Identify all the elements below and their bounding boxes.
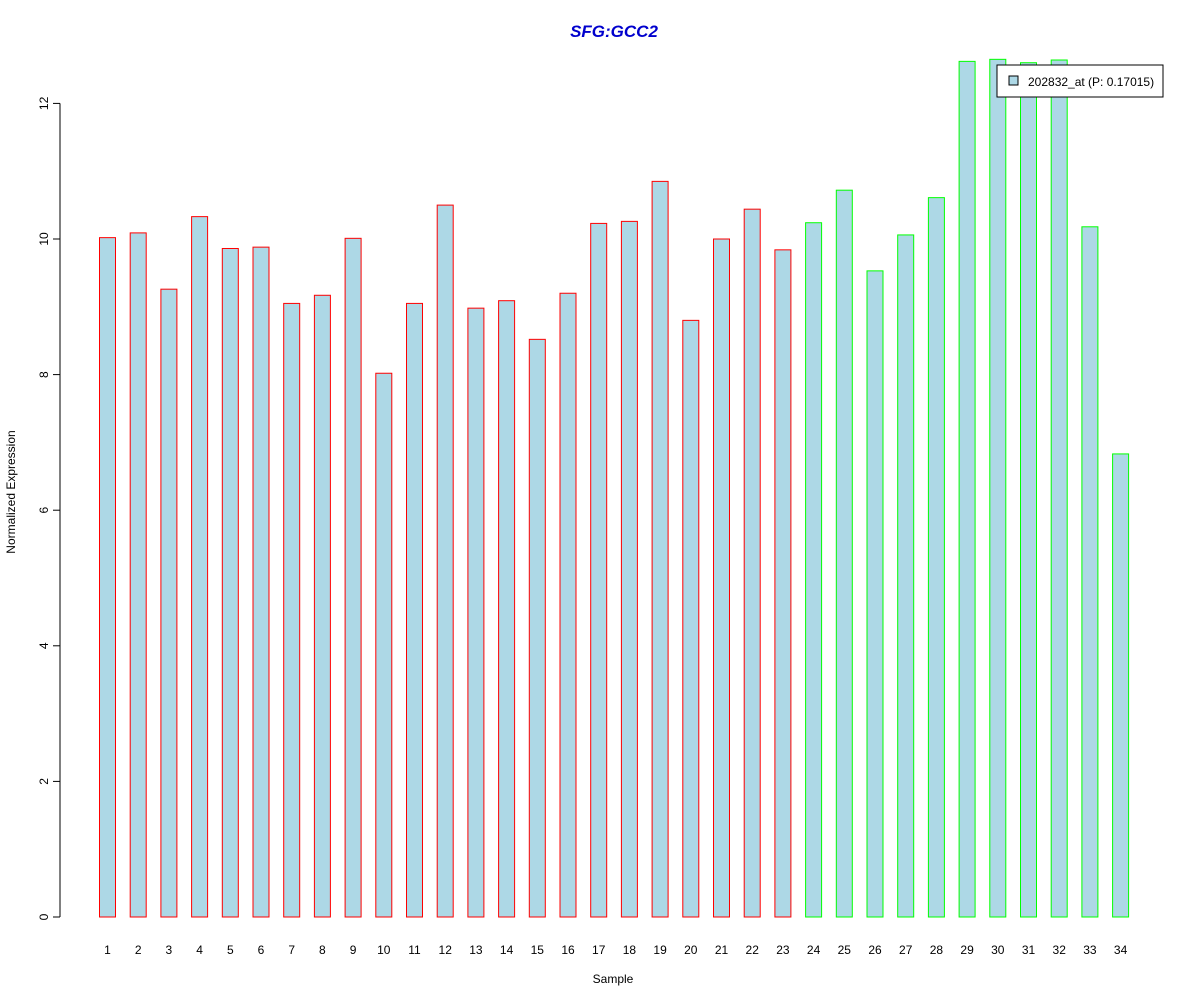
bar-sample-13	[467, 307, 485, 918]
x-tick-label: 21	[715, 943, 729, 957]
x-tick-label: 12	[439, 943, 453, 957]
bar-sample-30	[989, 58, 1007, 918]
x-tick-label: 7	[288, 943, 295, 957]
bar-sample-29	[958, 60, 976, 918]
bar-sample-12	[436, 204, 454, 918]
x-tick-label: 25	[838, 943, 852, 957]
x-tick-label: 8	[319, 943, 326, 957]
y-tick-label: 0	[37, 913, 51, 920]
x-tick-label: 3	[166, 943, 173, 957]
x-tick-label: 9	[350, 943, 357, 957]
bar-sample-31	[1020, 62, 1037, 918]
bar-sample-7	[283, 302, 301, 918]
x-tick-label: 4	[196, 943, 203, 957]
y-tick-label: 4	[37, 642, 51, 649]
bar-sample-4	[191, 216, 209, 918]
bar-sample-16	[559, 292, 577, 918]
bar-sample-9	[344, 237, 362, 918]
bar-sample-27	[897, 234, 915, 918]
x-tick-label: 17	[592, 943, 606, 957]
bar-sample-10	[375, 372, 393, 918]
bar-sample-21	[713, 238, 730, 918]
x-axis-label: Sample	[593, 972, 634, 986]
bar-sample-24	[805, 222, 823, 918]
x-tick-label: 5	[227, 943, 234, 957]
x-tick-label: 22	[746, 943, 760, 957]
x-tick-label: 31	[1022, 943, 1036, 957]
x-tick-label: 18	[623, 943, 637, 957]
bar-sample-34	[1112, 453, 1130, 918]
bar-sample-19	[651, 180, 669, 918]
x-tick-label: 20	[684, 943, 698, 957]
bar-sample-28	[927, 197, 945, 918]
bar-sample-18	[620, 220, 638, 918]
bar-sample-11	[406, 302, 423, 918]
bar-sample-6	[252, 246, 270, 918]
bar-sample-2	[129, 232, 147, 918]
x-tick-label: 32	[1053, 943, 1067, 957]
y-tick-label: 12	[37, 96, 51, 110]
legend-label: 202832_at (P: 0.17015)	[1028, 75, 1154, 89]
x-tick-label: 26	[868, 943, 882, 957]
bar-sample-8	[313, 294, 331, 918]
bar-sample-33	[1081, 226, 1099, 918]
bar-sample-23	[774, 249, 792, 918]
bar-sample-20	[682, 319, 700, 918]
legend-swatch	[1008, 75, 1019, 86]
x-tick-label: 33	[1083, 943, 1097, 957]
x-tick-label: 11	[408, 943, 421, 957]
x-tick-label: 10	[377, 943, 391, 957]
x-tick-labels: 1 2 3 4 5 6 7 8 9 10 11 12 13 14 15 16 17 18 19 20 21 22 23 24 2…	[104, 943, 1127, 957]
y-axis: 0 2 4 6 8 10 12	[37, 96, 61, 920]
x-tick-label: 34	[1114, 943, 1128, 957]
bar-sample-14	[498, 300, 516, 918]
legend-box	[996, 64, 1164, 98]
x-tick-label: 29	[960, 943, 974, 957]
x-tick-label: 23	[776, 943, 790, 957]
x-tick-label: 15	[531, 943, 545, 957]
y-tick-label: 8	[37, 371, 51, 378]
y-tick-label: 10	[37, 232, 51, 246]
y-tick-label: 6	[37, 507, 51, 514]
y-tick-label: 2	[37, 778, 51, 785]
chart-title: SFG:GCC2	[570, 22, 658, 41]
x-tick-label: 13	[469, 943, 483, 957]
x-tick-label: 19	[653, 943, 667, 957]
bar-sample-3	[160, 288, 178, 918]
x-tick-label: 28	[930, 943, 944, 957]
bar-sample-32	[1050, 59, 1068, 918]
x-tick-label: 30	[991, 943, 1005, 957]
bar-sample-26	[866, 270, 884, 918]
x-tick-label: 24	[807, 943, 821, 957]
bar-sample-22	[743, 208, 761, 918]
x-tick-label: 6	[258, 943, 265, 957]
x-tick-label: 27	[899, 943, 913, 957]
bar-sample-15	[528, 338, 546, 918]
x-tick-label: 1	[104, 943, 111, 957]
legend: 202832_at (P: 0.17015)	[996, 64, 1164, 98]
bars-group	[99, 58, 1130, 918]
x-tick-label: 16	[561, 943, 575, 957]
y-axis-label: Normalized Expression	[4, 430, 18, 553]
bar-sample-1	[99, 237, 116, 918]
x-tick-label: 14	[500, 943, 514, 957]
bar-sample-25	[835, 189, 853, 918]
bar-sample-5	[221, 247, 239, 918]
bar-sample-17	[590, 222, 608, 918]
x-tick-label: 2	[135, 943, 142, 957]
